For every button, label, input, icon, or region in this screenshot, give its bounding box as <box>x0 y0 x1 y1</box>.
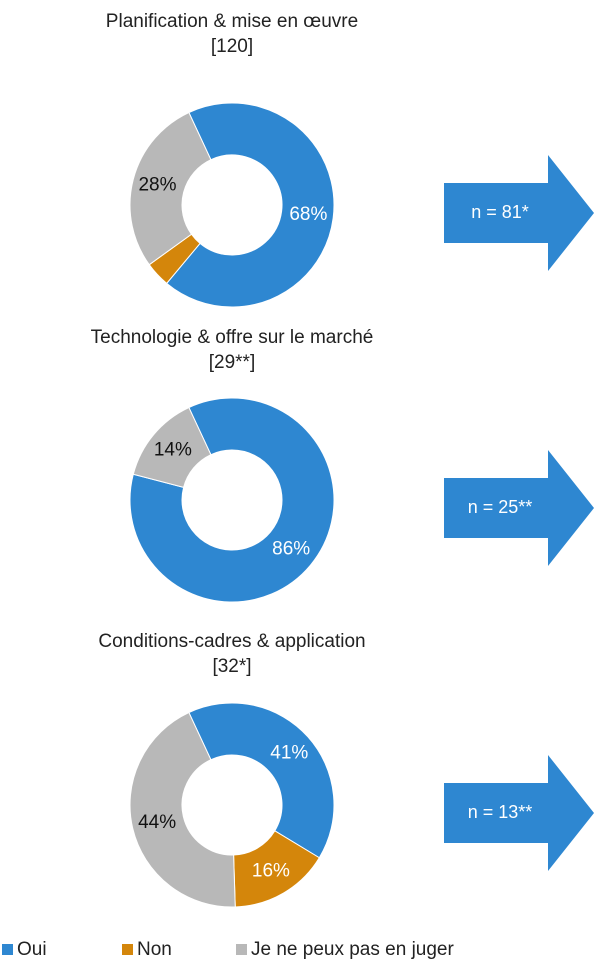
legend-swatch <box>236 944 247 955</box>
donut-slice <box>132 406 212 489</box>
chart-subtitle: [32*] <box>212 656 251 677</box>
legend-label: Oui <box>17 939 47 960</box>
legend-swatch <box>2 944 13 955</box>
chart-title: Technologie & offre sur le marché <box>91 327 374 348</box>
arrow <box>444 155 594 271</box>
data-label: 41% <box>270 743 308 764</box>
data-label: 86% <box>272 538 310 559</box>
arrow <box>444 755 594 871</box>
donut-slice <box>129 397 335 603</box>
donut-slice <box>188 702 335 859</box>
data-label: 68% <box>289 204 327 225</box>
data-label: 14% <box>154 440 192 461</box>
data-label: 28% <box>138 175 176 196</box>
donut-slice <box>129 711 236 908</box>
chart-subtitle: [29**] <box>209 352 255 373</box>
data-label: 16% <box>252 860 290 881</box>
donut-slice <box>129 111 212 266</box>
chart-subtitle: [120] <box>211 36 253 57</box>
chart-title: Planification & mise en œuvre <box>106 11 358 32</box>
arrow-label: n = 25** <box>468 497 533 517</box>
chart-title: Conditions-cadres & application <box>98 631 365 652</box>
arrow <box>444 450 594 566</box>
arrow-label: n = 13** <box>468 802 533 822</box>
arrow-label: n = 81* <box>471 202 529 222</box>
legend-swatch <box>122 944 133 955</box>
legend-label: Non <box>137 939 172 960</box>
legend-label: Je ne peux pas en juger <box>251 939 454 960</box>
data-label: 44% <box>138 812 176 833</box>
